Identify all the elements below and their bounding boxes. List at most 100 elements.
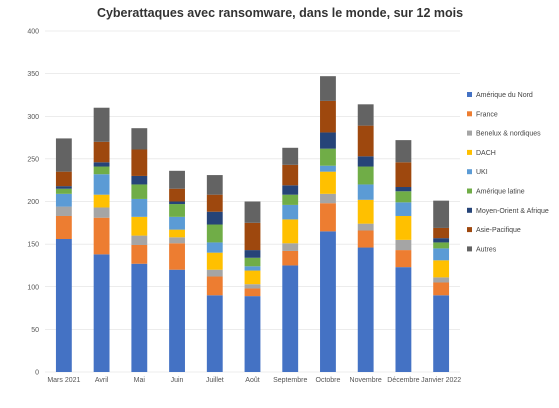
legend-label: Benelux & nordiques	[476, 131, 541, 138]
legend-swatch	[467, 169, 472, 175]
bar-segment	[169, 188, 185, 202]
legend-label: France	[476, 111, 498, 118]
y-axis-ticks: 0 50 100 150 200 250 300 350 400	[27, 29, 39, 377]
bar-segment	[131, 128, 148, 150]
x-axis-ticks: Mars 2021 Avril Mai Juin Juillet Août Septembr…	[47, 377, 461, 384]
bar-segment	[206, 295, 223, 372]
bar-segment	[433, 242, 450, 249]
bar-segment	[169, 201, 185, 205]
legend-swatch	[467, 207, 472, 213]
legend-swatch	[467, 188, 472, 194]
bar-segment	[433, 282, 450, 296]
bar-segment	[55, 193, 72, 207]
x-tick-label: Décembre	[387, 377, 419, 384]
bar-segment	[320, 132, 336, 149]
bar-stack	[244, 201, 261, 372]
legend-item: UKI	[467, 169, 488, 176]
bar-segment	[244, 222, 261, 251]
y-tick-label: 200	[27, 199, 39, 206]
x-tick-label: Mai	[134, 377, 146, 384]
x-tick-label: Août	[245, 377, 259, 384]
bar-segment	[320, 148, 336, 166]
bar-segment	[320, 165, 336, 172]
bar-segment	[131, 149, 148, 176]
bar-segment	[93, 194, 110, 208]
bar-segment	[131, 198, 148, 217]
bar-segment	[131, 263, 148, 372]
bar-segment	[206, 276, 223, 296]
bar-stack	[320, 76, 336, 372]
bar-stack	[357, 104, 374, 372]
y-tick-label: 300	[27, 114, 39, 121]
bar-segment	[282, 194, 299, 205]
bar-segment	[93, 141, 110, 163]
bar-segment	[206, 252, 223, 270]
x-tick-label: Avril	[95, 377, 109, 384]
bar-segment	[395, 187, 412, 192]
bar-stack	[169, 170, 185, 372]
legend-item: DACH	[467, 149, 496, 157]
bar-segment	[357, 223, 374, 231]
bar-segment	[55, 171, 72, 187]
legend-item: Moyen-Orient & Afrique	[467, 207, 549, 215]
x-tick-label: Janvier 2022	[421, 377, 461, 384]
legend-swatch	[467, 246, 472, 252]
bar-segment	[206, 194, 223, 212]
bar-segment	[320, 171, 336, 194]
y-tick-label: 250	[27, 156, 39, 163]
bar-segment	[131, 244, 148, 264]
legend-label: Amérique latine	[476, 189, 525, 196]
bar-segment	[131, 235, 148, 245]
x-tick-label: Juin	[171, 377, 184, 384]
legend-item: Amérique du Nord	[467, 92, 533, 99]
bar-segment	[55, 186, 72, 189]
legend-item: Asie-Pacifique	[467, 227, 521, 234]
bar-segment	[244, 284, 261, 289]
legend-label: DACH	[476, 150, 496, 157]
bar-segment	[282, 147, 299, 165]
x-tick-label: Mars 2021	[47, 377, 80, 384]
bar-segment	[433, 277, 450, 283]
legend-swatch	[467, 111, 472, 117]
y-tick-label: 400	[27, 29, 39, 36]
bar-segment	[320, 193, 336, 204]
bar-segment	[244, 288, 261, 297]
bar-segment	[93, 254, 110, 372]
legend-label: Amérique du Nord	[476, 92, 533, 99]
x-tick-label: Octobre	[316, 377, 341, 384]
bar-segment	[55, 188, 72, 194]
legend-label: Autres	[476, 246, 497, 253]
bar-segment	[357, 230, 374, 248]
legend-item: Autres	[467, 246, 497, 253]
bar-segment	[433, 238, 450, 243]
bar-segment	[169, 243, 185, 270]
x-tick-label: Juillet	[206, 377, 224, 384]
bar-stack	[55, 138, 72, 372]
x-tick-label: Septembre	[273, 377, 307, 384]
bar-segment	[433, 260, 450, 278]
bar-segment	[282, 265, 299, 372]
bar-segment	[169, 170, 185, 189]
bar-segment	[357, 125, 374, 157]
bar-segment	[433, 248, 450, 261]
bar-segment	[169, 269, 185, 372]
bar-segment	[169, 216, 185, 230]
bar-segment	[357, 199, 374, 224]
legend-item: Amérique latine	[467, 188, 525, 196]
bar-segment	[206, 242, 223, 253]
bar-segment	[357, 156, 374, 167]
bar-segment	[244, 201, 261, 223]
y-tick-label: 50	[31, 327, 39, 334]
bar-segment	[357, 247, 374, 372]
y-tick-label: 0	[35, 370, 39, 377]
legend-label: Asie-Pacifique	[476, 227, 521, 234]
legend-swatch	[467, 149, 472, 155]
bar-segment	[55, 206, 72, 216]
legend-item: France	[467, 111, 498, 118]
legend-swatch	[467, 227, 472, 233]
bar-segment	[93, 107, 110, 142]
bar-segment	[93, 207, 110, 218]
bar-stack	[206, 175, 223, 372]
x-tick-label: Novembre	[350, 377, 382, 384]
